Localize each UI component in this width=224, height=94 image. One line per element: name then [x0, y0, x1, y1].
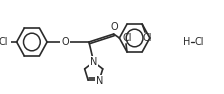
Text: Cl: Cl — [142, 33, 152, 43]
Text: Cl: Cl — [194, 37, 204, 47]
Text: O: O — [61, 37, 69, 47]
Text: H: H — [183, 37, 191, 47]
Text: N: N — [90, 57, 97, 67]
Text: Cl: Cl — [0, 37, 8, 47]
Text: N: N — [96, 76, 103, 86]
Text: Cl: Cl — [122, 33, 132, 43]
Text: O: O — [111, 22, 118, 32]
